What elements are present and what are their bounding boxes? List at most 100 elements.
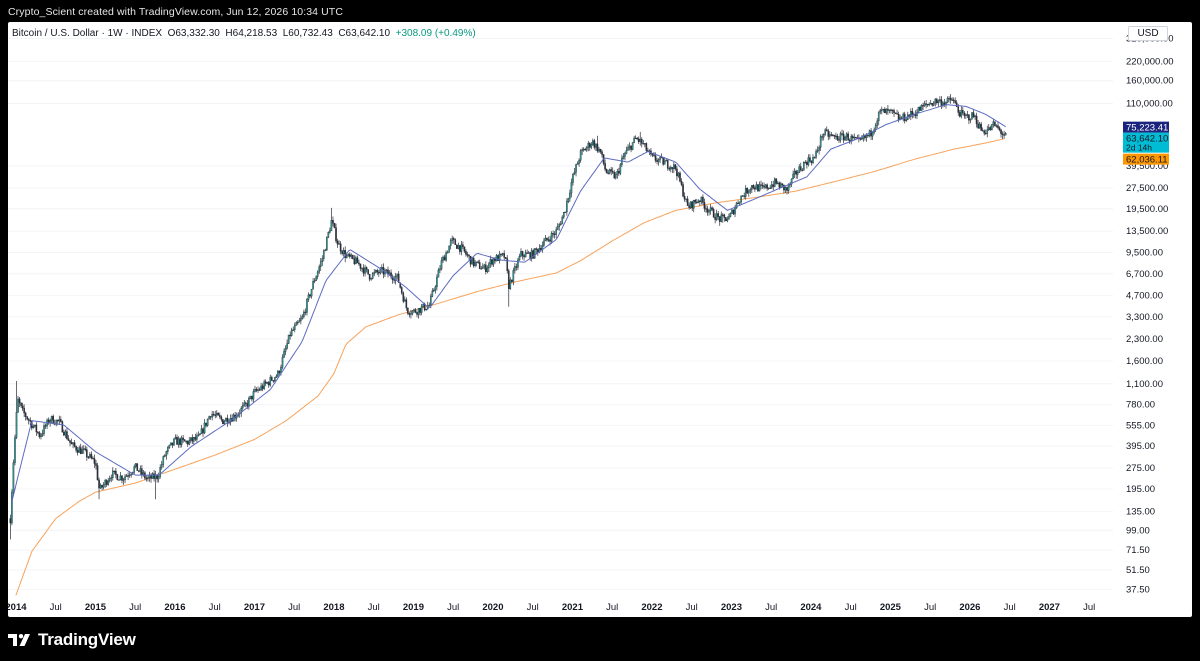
candle-body — [494, 258, 496, 262]
candle-body — [517, 259, 519, 268]
candle-body — [147, 477, 149, 479]
candle-body — [662, 157, 664, 165]
candle-body — [523, 255, 525, 258]
ma-orange-line — [15, 138, 1005, 596]
candle-body — [171, 442, 174, 446]
candle-body — [491, 259, 493, 265]
candle-body — [286, 343, 288, 349]
candle-body — [549, 239, 551, 242]
candle-body — [737, 202, 739, 205]
symbol-legend[interactable]: Bitcoin / U.S. Dollar · 1W · INDEX O63,3… — [12, 28, 476, 39]
candle-body — [397, 273, 400, 283]
candle-body — [697, 200, 700, 203]
candle-body — [307, 294, 310, 300]
candle-body — [744, 188, 747, 197]
candle-body — [601, 151, 603, 155]
candle-body — [338, 243, 340, 245]
candle-body — [459, 245, 461, 252]
x-tick-label: Jul — [209, 602, 221, 613]
candle-body — [971, 112, 973, 120]
currency-button[interactable]: USD — [1128, 26, 1168, 41]
candle-body — [212, 414, 215, 416]
candle-body — [455, 244, 458, 249]
candle-body — [584, 148, 587, 151]
y-tick-label: 395.00 — [1126, 441, 1155, 452]
candle-body — [770, 184, 773, 189]
candle-body — [613, 172, 616, 179]
candle-body — [200, 428, 203, 435]
y-tick-label: 13,500.00 — [1126, 226, 1168, 237]
candle-body — [582, 148, 585, 151]
candle-body — [833, 135, 836, 137]
candle-body — [306, 299, 308, 313]
candle-body — [466, 254, 469, 256]
candle-body — [561, 216, 564, 225]
candle-body — [588, 142, 591, 148]
candle-body — [735, 202, 738, 209]
y-tick-label: 71.50 — [1126, 545, 1150, 556]
candle-body — [937, 100, 940, 104]
candle-body — [319, 261, 322, 267]
candle-body — [81, 449, 84, 454]
price-chart[interactable]: 320,000.00220,000.00160,000.00110,000.00… — [8, 22, 1192, 617]
y-tick-label: 110,000.00 — [1126, 99, 1173, 110]
candle-body — [122, 479, 125, 481]
candle-body — [474, 262, 476, 266]
candle-body — [512, 270, 515, 282]
candle-body — [946, 98, 949, 103]
candle-body — [266, 382, 269, 384]
candle-body — [96, 465, 99, 481]
candle-body — [93, 458, 96, 464]
candle-body — [78, 447, 80, 453]
candle-body — [532, 250, 535, 259]
candle-body — [21, 405, 24, 409]
footer-brand[interactable]: TradingView — [8, 630, 136, 650]
chart-panel[interactable]: 320,000.00220,000.00160,000.00110,000.00… — [8, 22, 1192, 617]
candle-body — [72, 442, 74, 445]
candle-body — [807, 157, 810, 166]
candle-body — [806, 162, 808, 166]
y-tick-label: 39,500.00 — [1126, 161, 1168, 172]
candle-body — [14, 437, 16, 463]
candle-body — [121, 475, 123, 481]
candle-body — [322, 250, 325, 259]
candle-body — [813, 156, 816, 159]
candle-body — [373, 271, 376, 274]
candle-body — [332, 220, 334, 224]
candle-body — [500, 253, 502, 255]
candle-body — [728, 216, 730, 220]
candle-body — [978, 123, 981, 129]
candle-body — [15, 412, 18, 438]
candle-body — [364, 267, 366, 274]
candle-body — [186, 441, 189, 445]
candle-body — [99, 485, 102, 489]
candle-body — [160, 464, 163, 468]
y-axis: 320,000.00220,000.00160,000.00110,000.00… — [1126, 34, 1174, 596]
candle-body — [965, 114, 967, 116]
candle-body — [249, 395, 252, 399]
candle-body — [818, 147, 820, 151]
candle-body — [769, 187, 771, 189]
candle-body — [503, 253, 505, 258]
candle-body — [910, 110, 912, 117]
candle-body — [543, 240, 545, 246]
candle-body — [452, 238, 455, 240]
candle-body — [871, 132, 874, 137]
candle-body — [547, 239, 550, 241]
candle-body — [917, 106, 920, 113]
candle-body — [9, 518, 12, 524]
candle-body — [749, 189, 752, 192]
candle-body — [962, 109, 964, 114]
candle-body — [624, 153, 626, 157]
candle-body — [995, 125, 998, 127]
candle-body — [274, 377, 276, 382]
candle-body — [825, 129, 828, 132]
x-tick-label: 2016 — [164, 602, 185, 613]
candle-body — [838, 139, 840, 141]
candle-body — [275, 375, 278, 378]
candle-body — [127, 475, 129, 477]
candle-body — [657, 159, 660, 162]
candle-body — [425, 308, 428, 311]
candle-body — [673, 164, 675, 170]
candle-body — [179, 438, 181, 445]
